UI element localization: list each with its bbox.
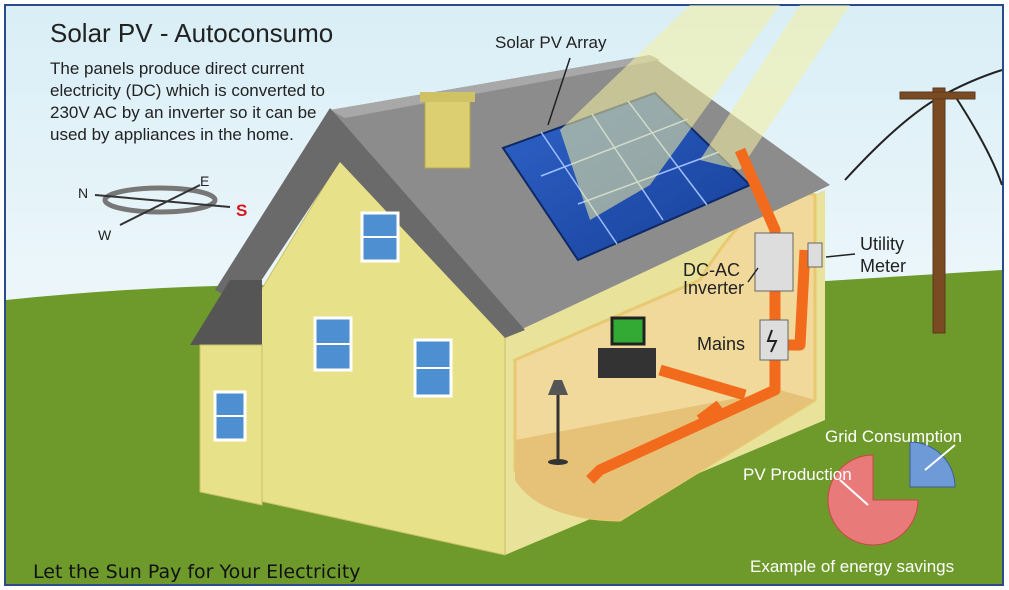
utility-pole-part bbox=[933, 88, 945, 333]
title: Solar PV - Autoconsumo bbox=[50, 18, 333, 48]
utility-pole-part bbox=[900, 92, 975, 99]
legend-caption: Example of energy savings bbox=[750, 557, 954, 576]
meter-label: Meter bbox=[860, 256, 906, 276]
house-part bbox=[425, 98, 470, 168]
description-line: The panels produce direct current bbox=[50, 59, 304, 78]
array-label: Solar PV Array bbox=[495, 33, 607, 52]
equipment-part bbox=[598, 348, 656, 378]
meter-label: Utility bbox=[860, 234, 904, 254]
equipment-part bbox=[548, 459, 568, 465]
compass-label: W bbox=[98, 227, 112, 243]
illustration: Solar PV - Autoconsumo The panels produc… bbox=[0, 0, 1009, 590]
legend-label: Grid Consumption bbox=[825, 427, 962, 446]
inverter-label: DC-AC bbox=[683, 260, 740, 280]
compass-label: N bbox=[78, 185, 88, 201]
equipment-part bbox=[808, 243, 822, 267]
mains-label: Mains bbox=[697, 334, 745, 354]
equipment-part bbox=[755, 233, 793, 291]
house-part bbox=[420, 92, 475, 102]
compass-label: S bbox=[236, 201, 247, 220]
compass-label: E bbox=[200, 173, 209, 189]
equipment-part bbox=[612, 318, 644, 344]
legend-label: PV Production bbox=[743, 465, 852, 484]
description-line: used by appliances in the home. bbox=[50, 125, 294, 144]
description-line: 230V AC by an inverter so it can be bbox=[50, 103, 317, 122]
inverter-label: Inverter bbox=[683, 278, 744, 298]
description-line: electricity (DC) which is converted to bbox=[50, 81, 325, 100]
slogan: Let the Sun Pay for Your Electricity bbox=[33, 561, 361, 583]
